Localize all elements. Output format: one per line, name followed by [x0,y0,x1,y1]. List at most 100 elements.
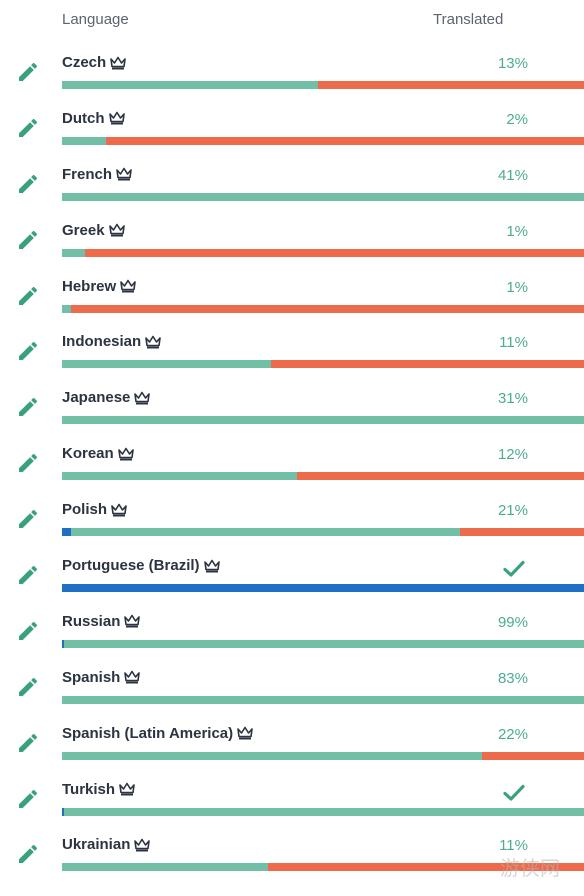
crown-icon [145,335,161,349]
translated-segment [62,416,584,425]
language-link[interactable]: Dutch [62,109,105,127]
language-link[interactable]: Hebrew [62,277,117,295]
pencil-icon[interactable] [16,787,40,811]
progress-bar [62,751,584,760]
language-name: Spanish [62,668,141,686]
language-row-hebrew: Hebrew 1% [0,268,584,324]
crown-icon [111,503,127,517]
translated-segment [62,472,297,481]
language-link[interactable]: Spanish [62,668,121,686]
language-row-japanese: Japanese 31% [0,379,584,435]
crown-icon [203,559,220,573]
language-link[interactable]: Japanese [62,389,131,407]
translated-segment [62,248,85,257]
language-name: Czech [62,54,126,71]
language-link[interactable]: Russian [62,612,121,630]
pencil-icon[interactable] [16,339,40,363]
language-link[interactable]: Spanish (Latin America) [62,724,234,742]
progress-bar [62,639,584,648]
crown-icon [108,111,125,125]
crown-icon [237,726,253,740]
progress-bar [62,807,584,816]
check-icon [502,559,526,579]
translated-segment [62,695,584,704]
language-row-greek: Greek 1% [0,212,584,268]
pencil-icon[interactable] [16,172,40,196]
pencil-icon[interactable] [16,563,40,587]
language-name: Polish [62,501,127,518]
language-row-russian: Russian 99% [0,603,584,659]
translated-percent: 31% [497,390,528,408]
translated-segment [62,304,71,313]
language-row-spanish-latin-america: Spanish (Latin America) 22% [0,715,584,771]
crown-icon [119,782,135,796]
progress-bar [62,192,584,201]
progress-bar [62,472,584,481]
language-link[interactable]: Polish [62,501,108,519]
pencil-icon[interactable] [16,675,40,699]
pencil-icon[interactable] [16,451,40,475]
language-link[interactable]: Indonesian [62,333,142,351]
translated-percent: 22% [497,725,528,743]
pencil-icon[interactable] [16,842,40,866]
crown-icon [110,56,126,70]
translated-percent: 1% [506,222,528,240]
pencil-icon[interactable] [16,619,40,643]
pencil-icon[interactable] [16,60,40,84]
pencil-icon[interactable] [16,395,40,419]
translated-segment [62,81,318,89]
language-name: Greek [62,222,125,239]
approved-segment [62,528,71,537]
translated-segment [62,863,268,872]
translated-percent: 2% [506,110,528,128]
pencil-icon[interactable] [16,228,40,252]
progress-bar [62,584,584,593]
translated-percent: 1% [506,278,528,296]
language-row-polish: Polish 21% [0,491,584,547]
progress-bar [62,863,584,872]
language-row-portuguese-brazil: Portuguese (Brazil) [0,547,584,603]
translated-segment [62,136,106,145]
pencil-icon[interactable] [16,116,40,140]
translated-percent: 83% [497,669,528,687]
translated-percent: 21% [497,502,528,520]
language-column-header: Language [62,11,129,28]
pencil-icon[interactable] [16,507,40,531]
language-link[interactable]: Czech [62,54,107,71]
progress-bar [62,136,584,145]
language-link[interactable]: Ukrainian [62,836,131,854]
language-link[interactable]: Portuguese (Brazil) [62,557,200,575]
language-row-czech: Czech 13% [0,44,584,100]
language-row-ukrainian: Ukrainian 11% [0,826,584,882]
crown-icon [117,447,134,461]
language-link[interactable]: Greek [62,221,105,239]
translated-segment [62,192,584,201]
pencil-icon[interactable] [16,731,40,755]
translated-percent: 11% [499,334,528,352]
language-row-korean: Korean 12% [0,435,584,491]
translated-segment [64,807,584,816]
language-name: Korean [62,445,134,462]
language-name: Japanese [62,389,151,407]
translated-percent: 12% [497,446,528,464]
translated-segment [62,751,482,760]
approved-segment [62,639,64,648]
language-link[interactable]: Korean [62,445,114,463]
language-row-dutch: Dutch 2% [0,100,584,156]
language-link[interactable]: Turkish [62,780,116,798]
language-link[interactable]: French [62,165,113,183]
language-name: Russian [62,612,141,630]
check-icon [502,783,526,803]
language-name: Hebrew [62,278,136,295]
translated-percent: 41% [497,166,528,184]
language-name: French [62,166,132,183]
pencil-icon[interactable] [16,284,40,308]
translated-column-header: Translated [433,11,504,28]
crown-icon [134,391,151,405]
translated-percent: 13% [497,55,528,72]
approved-segment [62,807,64,816]
table-header: Language Translated [0,0,584,40]
language-row-french: French 41% [0,156,584,212]
progress-bar [62,695,584,704]
